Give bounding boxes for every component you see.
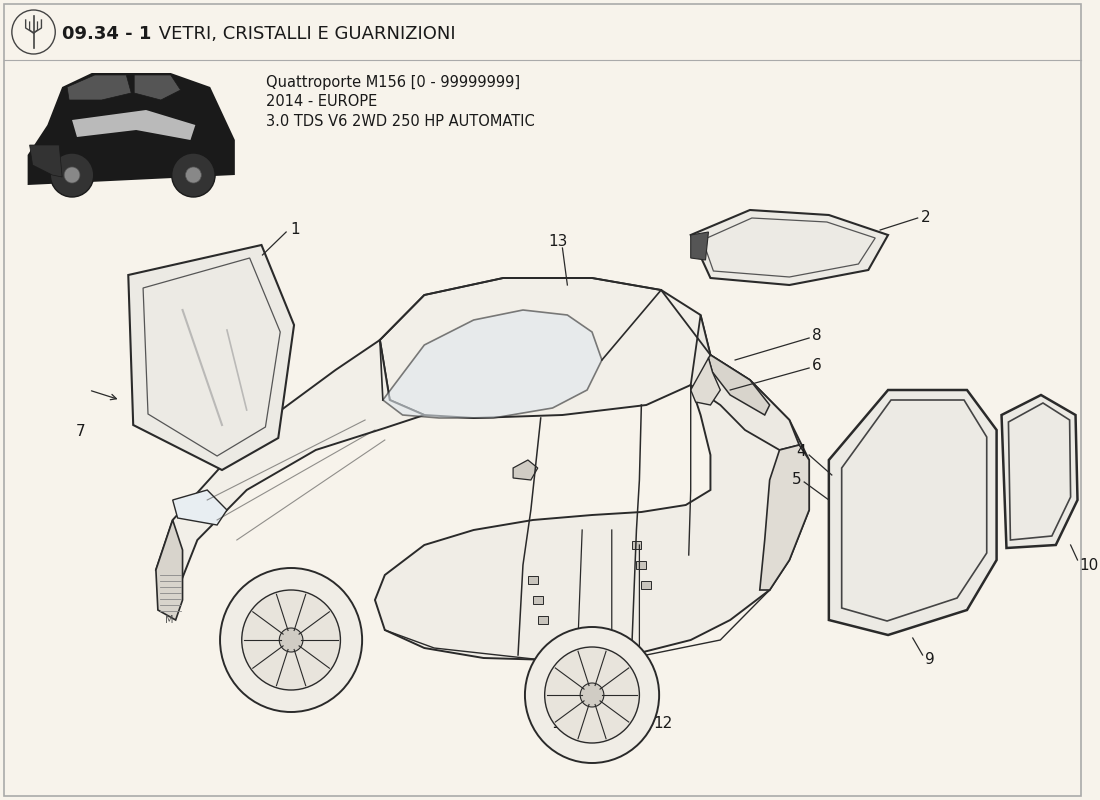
- Text: 1: 1: [290, 222, 299, 238]
- Polygon shape: [691, 315, 800, 450]
- Polygon shape: [691, 358, 720, 405]
- Text: 5: 5: [792, 471, 801, 486]
- Polygon shape: [708, 355, 770, 415]
- Text: 11: 11: [551, 715, 570, 730]
- Text: 3: 3: [595, 715, 605, 730]
- Polygon shape: [760, 445, 810, 590]
- Text: 13: 13: [548, 234, 568, 250]
- Polygon shape: [379, 278, 711, 418]
- Circle shape: [186, 167, 201, 183]
- Circle shape: [220, 568, 362, 712]
- Circle shape: [580, 683, 604, 707]
- Polygon shape: [1001, 395, 1078, 548]
- Polygon shape: [67, 75, 131, 100]
- Polygon shape: [383, 310, 602, 418]
- Polygon shape: [28, 73, 234, 185]
- Polygon shape: [691, 210, 888, 285]
- FancyBboxPatch shape: [528, 576, 538, 584]
- Text: 2: 2: [921, 210, 931, 225]
- Text: 2014 - EUROPE: 2014 - EUROPE: [266, 94, 377, 110]
- Circle shape: [279, 628, 302, 652]
- Polygon shape: [513, 460, 538, 480]
- Text: Quattroporte M156 [0 - 99999999]: Quattroporte M156 [0 - 99999999]: [266, 75, 520, 90]
- Text: 6: 6: [812, 358, 822, 374]
- Text: VETRI, CRISTALLI E GUARNIZIONI: VETRI, CRISTALLI E GUARNIZIONI: [153, 25, 455, 43]
- Polygon shape: [156, 520, 183, 620]
- Polygon shape: [691, 232, 708, 260]
- Circle shape: [242, 590, 340, 690]
- Polygon shape: [30, 145, 63, 177]
- Polygon shape: [173, 490, 227, 525]
- Text: 8: 8: [812, 329, 822, 343]
- FancyBboxPatch shape: [637, 561, 647, 569]
- FancyBboxPatch shape: [538, 616, 548, 624]
- Text: 12: 12: [653, 715, 672, 730]
- Text: 9: 9: [925, 653, 934, 667]
- FancyBboxPatch shape: [532, 596, 542, 604]
- Text: 4: 4: [796, 445, 806, 459]
- Text: 3.0 TDS V6 2WD 250 HP AUTOMATIC: 3.0 TDS V6 2WD 250 HP AUTOMATIC: [266, 114, 536, 129]
- Polygon shape: [129, 245, 294, 470]
- Text: 10: 10: [1079, 558, 1099, 573]
- Text: 09.34 - 1: 09.34 - 1: [63, 25, 152, 43]
- Text: 7: 7: [76, 425, 86, 439]
- Circle shape: [51, 153, 94, 197]
- Circle shape: [64, 167, 80, 183]
- Polygon shape: [829, 390, 997, 635]
- Polygon shape: [134, 75, 180, 100]
- Polygon shape: [156, 340, 425, 590]
- Polygon shape: [72, 110, 196, 140]
- FancyBboxPatch shape: [631, 541, 641, 549]
- FancyBboxPatch shape: [641, 581, 651, 589]
- Polygon shape: [375, 355, 810, 660]
- Circle shape: [525, 627, 659, 763]
- Circle shape: [172, 153, 216, 197]
- Text: M: M: [165, 615, 174, 625]
- Circle shape: [544, 647, 639, 743]
